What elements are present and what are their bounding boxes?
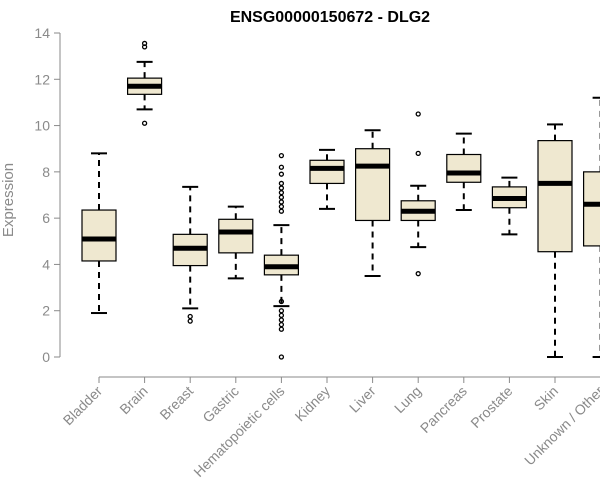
iqr-box (446, 153, 482, 183)
outlier-point (278, 317, 285, 323)
outlier-point (141, 40, 148, 47)
iqr-box (537, 140, 573, 253)
outlier-point (415, 271, 421, 277)
x-tick-label: Gastric (199, 383, 242, 426)
x-tick-label: Breast (156, 383, 196, 423)
outlier-point (278, 199, 285, 205)
y-tick-label: 6 (42, 210, 50, 226)
outlier-point (278, 298, 285, 305)
box-kidney (309, 148, 345, 210)
outlier-point (278, 185, 285, 191)
outlier-point (278, 194, 285, 200)
y-tick-label: 0 (42, 349, 50, 365)
y-tick-label: 4 (42, 256, 50, 272)
outlier-point (278, 326, 285, 332)
outlier-point (141, 120, 148, 126)
box-breast (172, 185, 208, 324)
x-tick-label: Bladder (60, 383, 106, 429)
outlier-point (187, 313, 193, 320)
outlier-point (187, 318, 193, 324)
x-tick-label: Brain (116, 383, 150, 417)
y-tick-label: 2 (42, 303, 50, 319)
y-axis: 0 2 4 6 8 10 12 14 (34, 25, 61, 365)
box-hematopoietic-cells (263, 153, 299, 360)
x-tick-label: Unknown / Other (521, 383, 600, 469)
outlier-point (278, 308, 285, 314)
y-tick-label: 12 (34, 71, 50, 87)
y-tick-label: 14 (34, 25, 50, 41)
outlier-point (278, 171, 285, 177)
box-liver (355, 129, 391, 277)
box-unknown-other (582, 96, 600, 358)
box-prostate (491, 176, 527, 236)
outlier-point (278, 180, 285, 187)
outlier-point (278, 321, 285, 328)
outlier-point (278, 208, 285, 214)
box-lung (400, 111, 436, 277)
iqr-box (309, 159, 345, 185)
box-pancreas (446, 132, 482, 212)
x-tick-label: Liver (346, 383, 379, 416)
x-tick-label: Lung (391, 383, 424, 416)
outlier-point (278, 153, 285, 159)
box-brain (126, 40, 163, 126)
box-skin (537, 123, 573, 358)
x-tick-label: Hematopoietic cells (190, 383, 287, 480)
iqr-box (582, 171, 600, 247)
iqr-box (218, 218, 254, 254)
outlier-point (415, 150, 421, 156)
iqr-box (81, 209, 117, 262)
outlier-point (415, 111, 421, 117)
box-bladder (81, 152, 117, 315)
outlier-point (278, 354, 285, 360)
x-tick-label: Prostate (467, 383, 515, 431)
chart-title: ENSG00000150672 - DLG2 (230, 9, 430, 26)
x-tick-label: Skin (531, 383, 562, 414)
y-tick-label: 8 (42, 164, 50, 180)
x-tick-label: Kidney (292, 383, 334, 425)
y-tick-label: 10 (34, 118, 50, 134)
outlier-point (278, 190, 285, 196)
outlier-point (278, 312, 285, 318)
x-tick-label: Pancreas (417, 383, 470, 436)
outlier-point (278, 203, 285, 210)
iqr-box (355, 148, 391, 222)
y-axis-label: Expression (0, 163, 17, 237)
box-series (81, 40, 600, 360)
outlier-point (278, 164, 285, 170)
box-gastric (218, 205, 254, 280)
